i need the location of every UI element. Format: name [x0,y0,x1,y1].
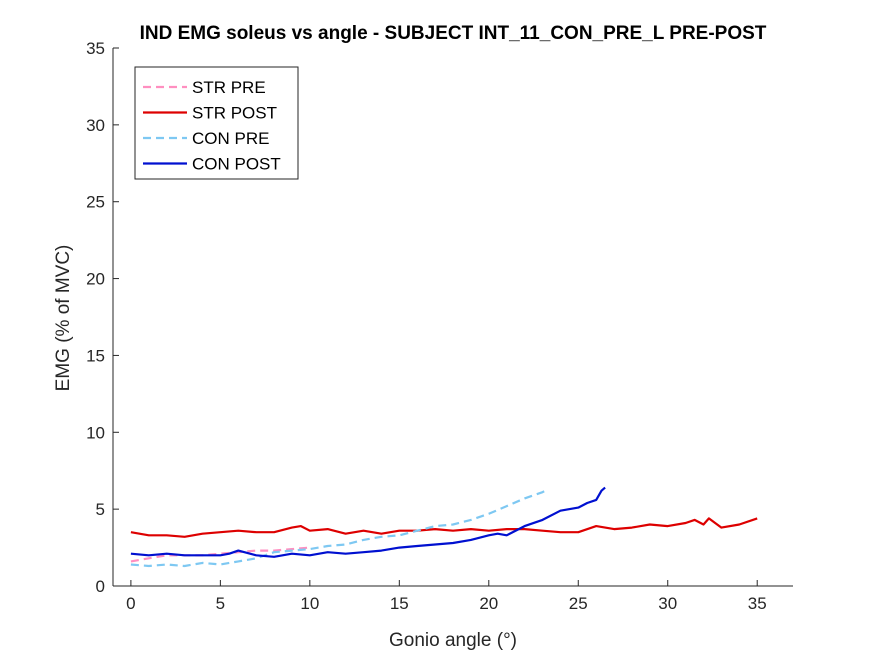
x-tick-label: 5 [216,594,225,613]
x-tick-label: 15 [390,594,409,613]
y-axis-label: EMG (% of MVC) [53,245,74,392]
y-tick-label: 15 [86,346,105,365]
series-layer [130,486,758,568]
x-tick-label: 25 [569,594,588,613]
chart-title: IND EMG soleus vs angle - SUBJECT INT_11… [140,23,767,44]
y-tick-label: 35 [86,39,105,58]
legend-label: STR PRE [192,78,266,97]
y-tick-label: 25 [86,193,105,212]
y-tick-label: 0 [96,577,105,596]
series-line-2 [130,517,758,538]
series-line-3 [130,488,549,568]
y-tick-label: 10 [86,423,105,442]
axis-layer: 0 5 10 15 20 25 30 35 0 5 10 15 20 25 30 35 [86,39,793,613]
y-tick-label: 5 [96,500,105,519]
y-tick-label: 20 [86,270,105,289]
x-tick-label: 0 [126,594,135,613]
legend-label: CON PRE [192,129,269,148]
y-tick-label: 30 [86,116,105,135]
x-tick-label: 35 [748,594,767,613]
legend-label: STR POST [192,104,277,123]
legend-box [134,66,299,180]
x-tick-label: 20 [479,594,498,613]
x-tick-label: 10 [300,594,319,613]
legend-label: CON POST [192,155,281,174]
series-line-4 [130,486,606,558]
legend: STR PRE STR POST CON PRE CON POST [134,66,299,180]
x-axis-label: Gonio angle (°) [389,630,517,651]
x-tick-label: 30 [658,594,677,613]
